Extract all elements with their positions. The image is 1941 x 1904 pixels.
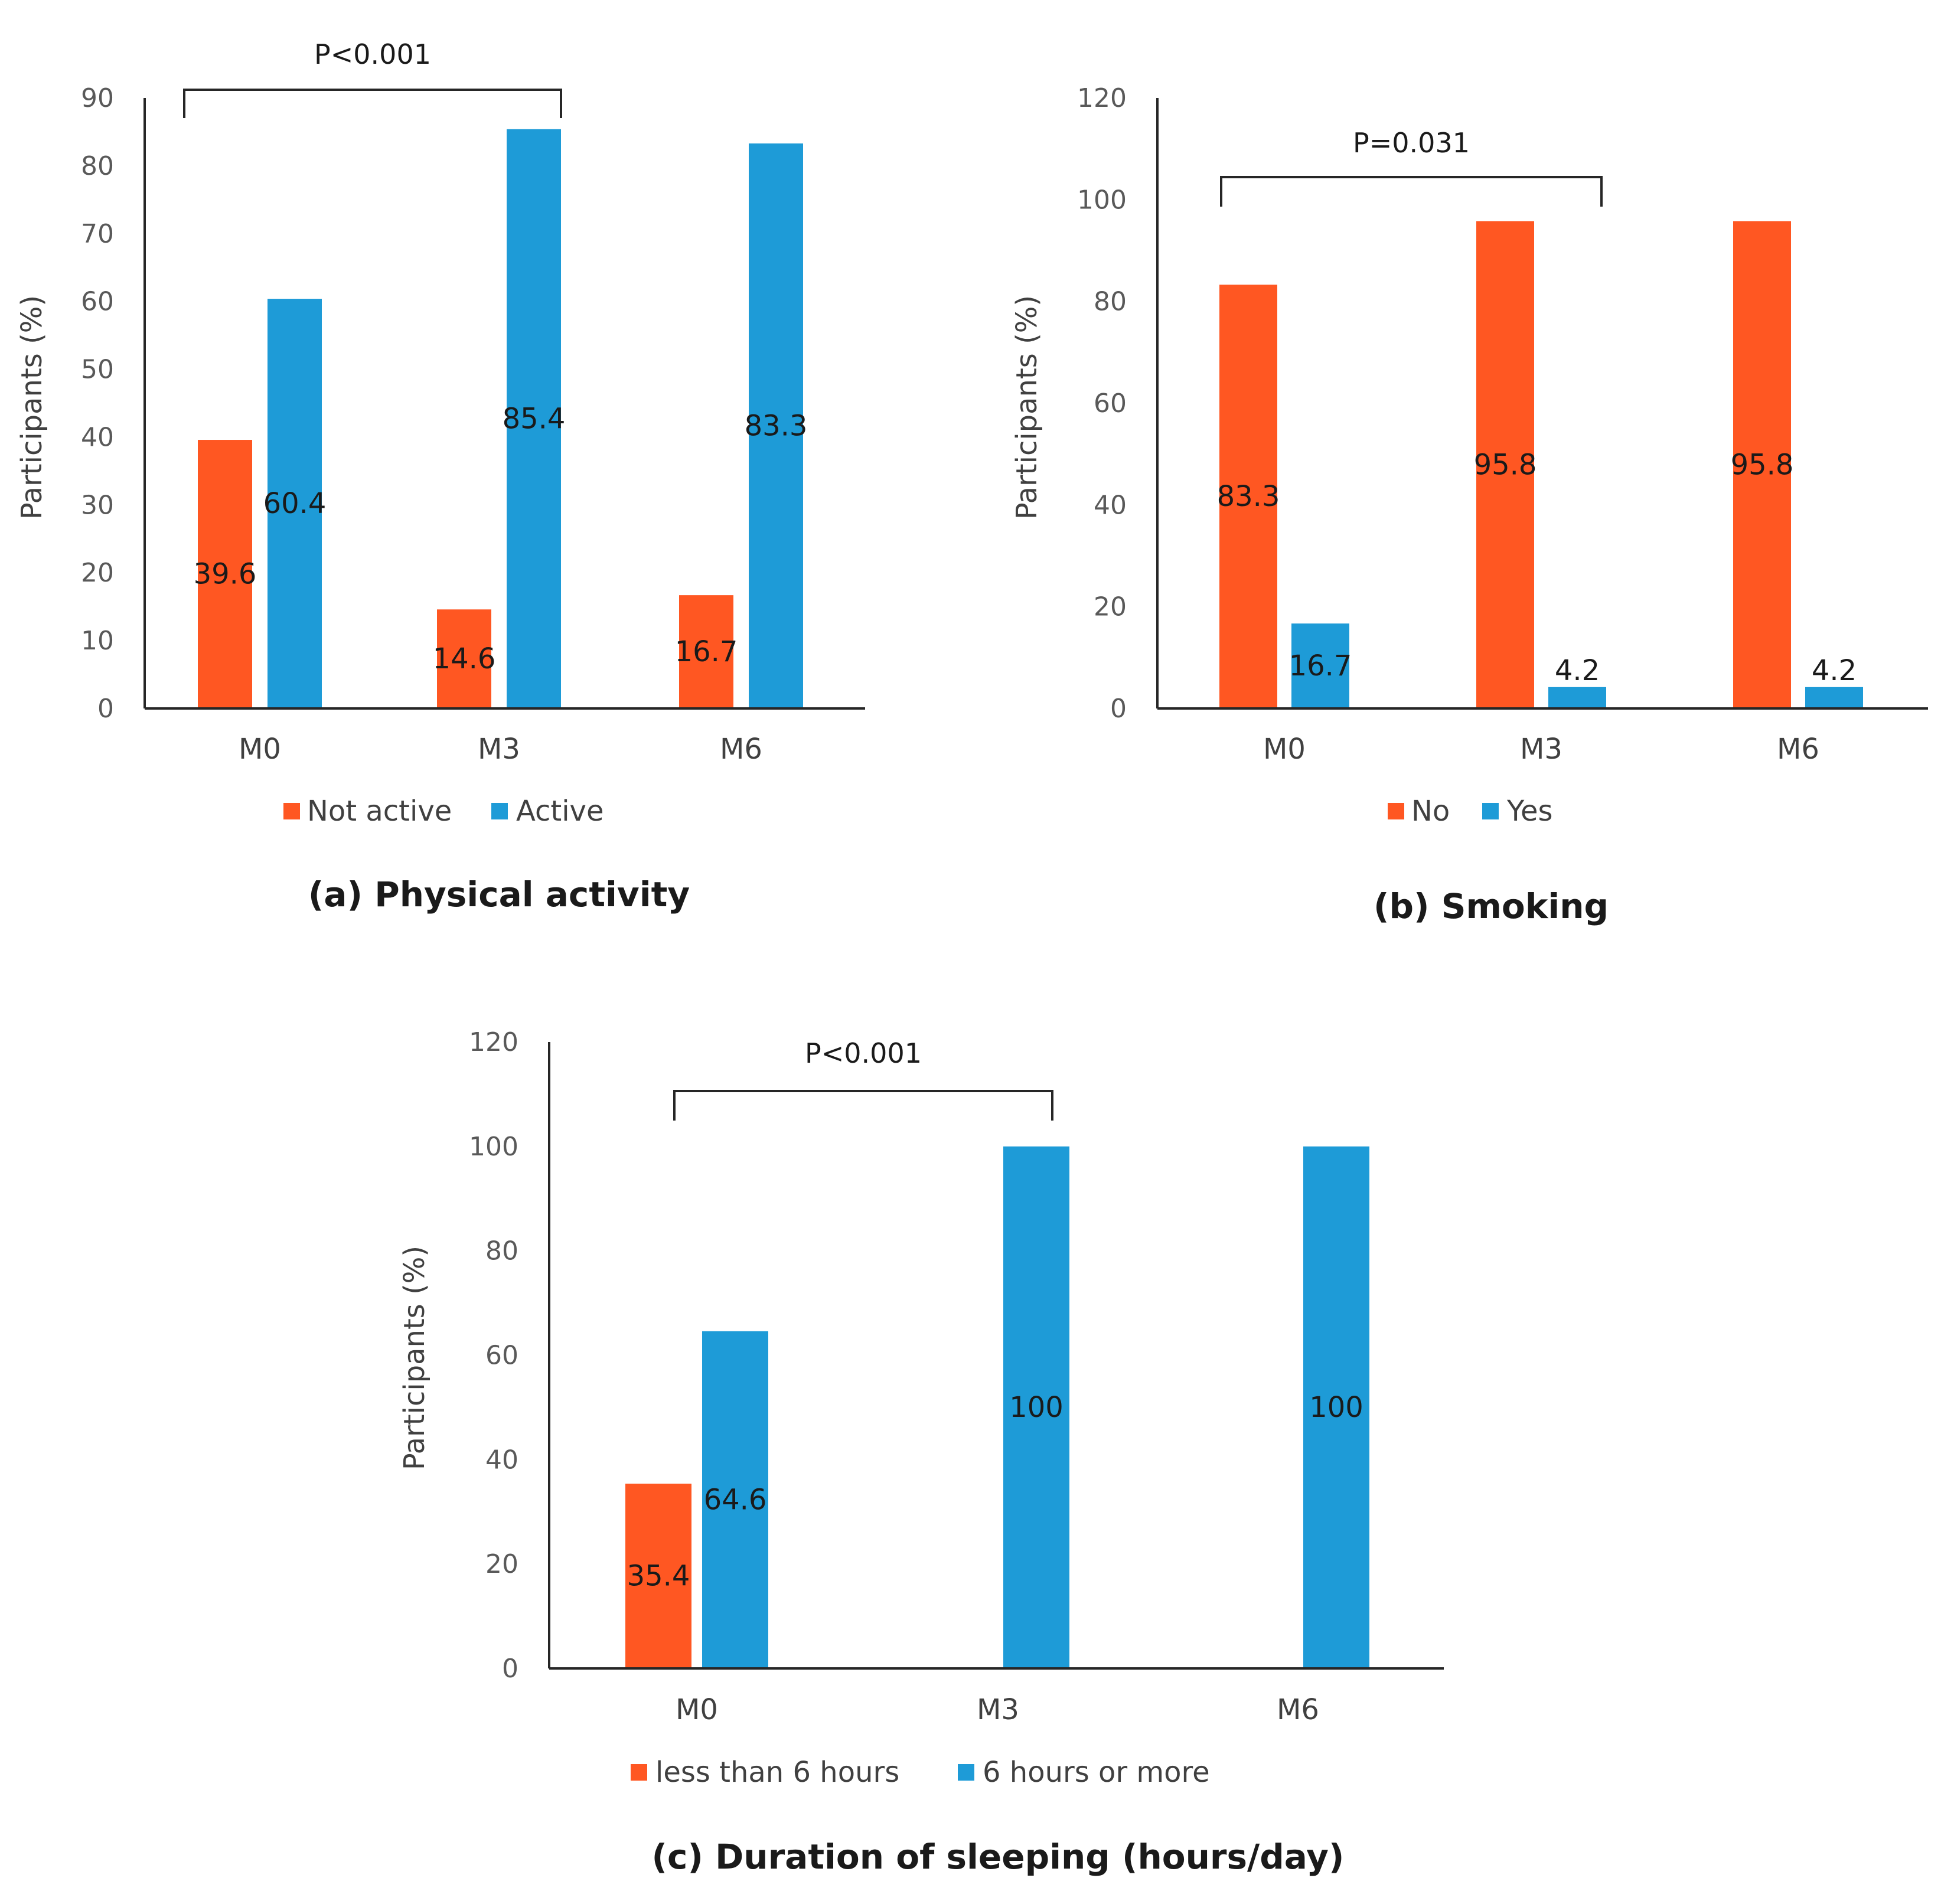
y-tick-label: 0 xyxy=(97,694,114,724)
data-label: 4.2 xyxy=(1812,654,1857,687)
data-label: 14.6 xyxy=(433,642,496,675)
bar-active-m6 xyxy=(749,143,803,708)
y-tick-label: 0 xyxy=(1110,694,1127,724)
legend-swatch xyxy=(1482,803,1499,819)
y-tick-label: 120 xyxy=(469,1027,518,1057)
legend-label: Not active xyxy=(307,795,452,828)
data-label: 39.6 xyxy=(194,558,257,591)
y-tick-label: 20 xyxy=(81,558,114,588)
bar-6-hours-or-more-m6 xyxy=(1303,1146,1369,1668)
bar-yes-m3 xyxy=(1548,687,1606,708)
bar-not-active-m6 xyxy=(679,595,733,708)
y-tick-label: 120 xyxy=(1077,83,1127,113)
y-tick-label: 60 xyxy=(81,287,114,317)
bar-not-active-m0 xyxy=(198,440,252,708)
data-label: 16.7 xyxy=(675,635,738,668)
legend-swatch xyxy=(1388,803,1404,819)
significance-bracket xyxy=(673,1090,1053,1121)
y-tick-label: 100 xyxy=(469,1132,518,1162)
chart-title: (b) Smoking xyxy=(1374,886,1609,926)
legend-swatch xyxy=(491,803,508,819)
y-tick-label: 80 xyxy=(485,1236,518,1266)
data-label: 100 xyxy=(1309,1391,1363,1424)
y-axis-label: Participants (%) xyxy=(398,1246,431,1470)
data-label: 60.4 xyxy=(263,487,327,520)
y-axis-label: Participants (%) xyxy=(1010,295,1043,520)
legend-swatch xyxy=(958,1764,974,1781)
x-category-label: M6 xyxy=(720,733,762,766)
legend-label: less than 6 hours xyxy=(655,1756,899,1789)
data-label: 64.6 xyxy=(704,1483,767,1516)
data-label: 95.8 xyxy=(1731,448,1794,481)
y-tick-label: 90 xyxy=(81,83,114,113)
bar-6-hours-or-more-m0 xyxy=(702,1331,768,1668)
bar-not-active-m3 xyxy=(437,609,491,708)
p-value-label: P<0.001 xyxy=(805,1037,922,1069)
y-tick-label: 40 xyxy=(81,422,114,452)
bar-active-m3 xyxy=(507,129,561,709)
y-tick-label: 0 xyxy=(502,1654,518,1684)
bar-no-m6 xyxy=(1733,221,1791,709)
legend-label: No xyxy=(1411,795,1450,828)
legend-label: Active xyxy=(516,795,603,828)
bar-active-m0 xyxy=(268,299,322,708)
legend-label: 6 hours or more xyxy=(983,1756,1210,1789)
data-label: 95.8 xyxy=(1474,448,1537,481)
data-label: 83.3 xyxy=(745,409,808,442)
x-category-label: M3 xyxy=(977,1693,1019,1726)
x-category-label: M6 xyxy=(1777,733,1819,766)
y-tick-label: 70 xyxy=(81,219,114,249)
x-category-label: M0 xyxy=(676,1693,718,1726)
y-axis-label: Participants (%) xyxy=(15,295,48,520)
y-tick-label: 80 xyxy=(81,151,114,181)
chart-smoking: 0 20 40 60 80 100 120 Participants (%) 83.3 16.7 M… xyxy=(1010,83,1928,926)
y-tick-label: 80 xyxy=(1094,287,1127,317)
bar-6-hours-or-more-m3 xyxy=(1003,1146,1069,1668)
x-category-label: M0 xyxy=(1263,733,1306,766)
bar-yes-m0 xyxy=(1291,623,1349,708)
legend-swatch xyxy=(631,1764,647,1781)
bar-less-than-6-hours-m0 xyxy=(625,1484,691,1668)
p-value-label: P<0.001 xyxy=(314,38,431,70)
significance-bracket xyxy=(183,89,562,118)
y-tick-label: 60 xyxy=(1094,388,1127,419)
y-tick-label: 40 xyxy=(1094,490,1127,520)
y-tick-label: 50 xyxy=(81,355,114,385)
data-label: 83.3 xyxy=(1217,480,1280,513)
x-category-label: M0 xyxy=(239,733,281,766)
chart-title: (a) Physical activity xyxy=(308,874,690,915)
chart-physical-activity: 0 10 20 30 40 50 60 70 80 90 Participants (%) 39.6 6… xyxy=(15,38,865,915)
legend-label: Yes xyxy=(1506,795,1552,828)
data-label: 4.2 xyxy=(1555,654,1600,687)
chart-sleep-duration: 0 20 40 60 80 100 120 Participants (%) 35.4 64.6 M… xyxy=(398,1027,1444,1877)
bar-no-m3 xyxy=(1476,221,1534,709)
bar-yes-m6 xyxy=(1805,687,1863,708)
y-tick-label: 30 xyxy=(81,490,114,520)
data-label: 16.7 xyxy=(1289,649,1352,682)
y-tick-label: 100 xyxy=(1077,185,1127,215)
p-value-label: P=0.031 xyxy=(1353,127,1470,159)
bar-no-m0 xyxy=(1219,285,1277,708)
y-tick-label: 20 xyxy=(1094,592,1127,622)
chart-title: (c) Duration of sleeping (hours/day) xyxy=(652,1837,1345,1877)
x-category-label: M3 xyxy=(1520,733,1562,766)
data-label: 35.4 xyxy=(627,1560,690,1593)
y-tick-label: 20 xyxy=(485,1549,518,1579)
data-label: 100 xyxy=(1009,1391,1064,1424)
x-category-label: M6 xyxy=(1277,1693,1319,1726)
y-tick-label: 60 xyxy=(485,1341,518,1371)
y-tick-label: 40 xyxy=(485,1445,518,1475)
data-label: 85.4 xyxy=(503,402,566,435)
x-category-label: M3 xyxy=(478,733,520,766)
y-tick-label: 10 xyxy=(81,626,114,656)
legend-swatch xyxy=(283,803,300,819)
significance-bracket xyxy=(1220,176,1603,207)
